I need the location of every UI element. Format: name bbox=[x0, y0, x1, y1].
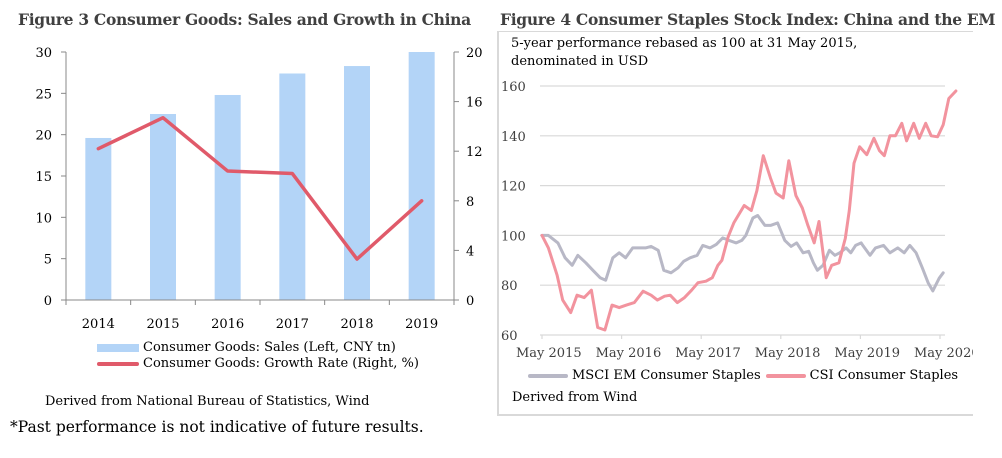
x-tick-label: 2018 bbox=[340, 317, 373, 332]
csi-line bbox=[540, 89, 958, 332]
figure4-subtitle-line1: 5-year performance rebased as 100 at 31 … bbox=[511, 36, 858, 51]
legend-item-sales: Consumer Goods: Sales (Left, CNY tn) bbox=[97, 340, 419, 355]
legend-label-csi: CSI Consumer Staples bbox=[809, 368, 959, 383]
x-tick-label: May 2016 bbox=[596, 346, 662, 361]
x-tick-label: May 2018 bbox=[755, 346, 821, 361]
x-tick-label: 2015 bbox=[146, 317, 179, 332]
right-tick-label: 8 bbox=[466, 195, 474, 210]
legend-label-growth: Consumer Goods: Growth Rate (Right, %) bbox=[143, 356, 419, 371]
disclaimer: *Past performance is not indicative of f… bbox=[10, 418, 424, 436]
x-tick-label: May 2019 bbox=[834, 346, 900, 361]
figure4-frame bbox=[497, 31, 973, 416]
figure4-chart: 60 80 100 120 140 160 May 2015 May 2016 May 2017… bbox=[501, 80, 973, 361]
y-tick-label: 140 bbox=[501, 130, 526, 145]
right-tick-label: 20 bbox=[466, 46, 483, 61]
legend-item-csi: CSI Consumer Staples bbox=[765, 368, 959, 383]
left-tick-label: 15 bbox=[35, 170, 52, 185]
right-tick-label: 0 bbox=[466, 294, 474, 309]
legend-label-sales: Consumer Goods: Sales (Left, CNY tn) bbox=[143, 340, 396, 355]
figure3-source: Derived from National Bureau of Statisti… bbox=[45, 394, 370, 409]
x-tick-label: 2016 bbox=[211, 317, 244, 332]
left-tick-label: 30 bbox=[35, 46, 52, 61]
figure4-subtitle-line2: denominated in USD bbox=[511, 54, 649, 69]
left-tick-label: 20 bbox=[35, 129, 52, 144]
legend-swatch-csi bbox=[765, 373, 806, 378]
bar-2018 bbox=[344, 66, 370, 300]
left-tick-label: 5 bbox=[44, 253, 52, 268]
x-tick-label: May 2017 bbox=[675, 346, 741, 361]
figure3-chart: 0 5 10 15 20 25 30 0 4 8 12 16 20 2014 2015 2016 2017 201… bbox=[35, 46, 483, 332]
legend-swatch-bar bbox=[97, 343, 139, 352]
left-tick-label: 10 bbox=[35, 211, 52, 226]
y-tick-label: 120 bbox=[501, 180, 526, 195]
y-tick-label: 160 bbox=[501, 80, 526, 95]
figure4-source: Derived from Wind bbox=[512, 390, 638, 405]
figure3-title: Figure 3 Consumer Goods: Sales and Growt… bbox=[18, 10, 471, 29]
right-tick-label: 4 bbox=[466, 244, 474, 259]
y-tick-label: 100 bbox=[501, 229, 526, 244]
x-tick-label: 2017 bbox=[276, 317, 309, 332]
figure3-legend: Consumer Goods: Sales (Left, CNY tn) Con… bbox=[97, 340, 419, 371]
right-tick-label: 12 bbox=[466, 145, 483, 160]
legend-item-msci: MSCI EM Consumer Staples bbox=[528, 368, 761, 383]
y-tick-label: 80 bbox=[501, 279, 518, 294]
figure4-title: Figure 4 Consumer Staples Stock Index: C… bbox=[500, 10, 996, 29]
legend-label-msci: MSCI EM Consumer Staples bbox=[572, 368, 761, 383]
bar-2015 bbox=[150, 114, 176, 300]
right-tick-label: 16 bbox=[466, 96, 483, 111]
y-tick-label: 60 bbox=[501, 329, 518, 344]
x-tick-label: 2014 bbox=[82, 317, 115, 332]
legend-swatch-line bbox=[97, 361, 139, 366]
bar-2014 bbox=[85, 137, 112, 300]
legend-swatch-msci bbox=[528, 373, 568, 378]
left-tick-label: 0 bbox=[44, 294, 52, 309]
growth-rate-line bbox=[96, 115, 424, 261]
msci-em-line bbox=[540, 214, 945, 293]
x-tick-label: May 2015 bbox=[516, 346, 582, 361]
legend-item-growth: Consumer Goods: Growth Rate (Right, %) bbox=[97, 356, 419, 371]
left-tick-label: 25 bbox=[35, 87, 52, 102]
x-tick-label: 2019 bbox=[405, 317, 438, 332]
figure4-legend: MSCI EM Consumer Staples CSI Consumer St… bbox=[528, 368, 958, 383]
bar-2019 bbox=[408, 52, 435, 300]
bar-2016 bbox=[214, 94, 241, 300]
